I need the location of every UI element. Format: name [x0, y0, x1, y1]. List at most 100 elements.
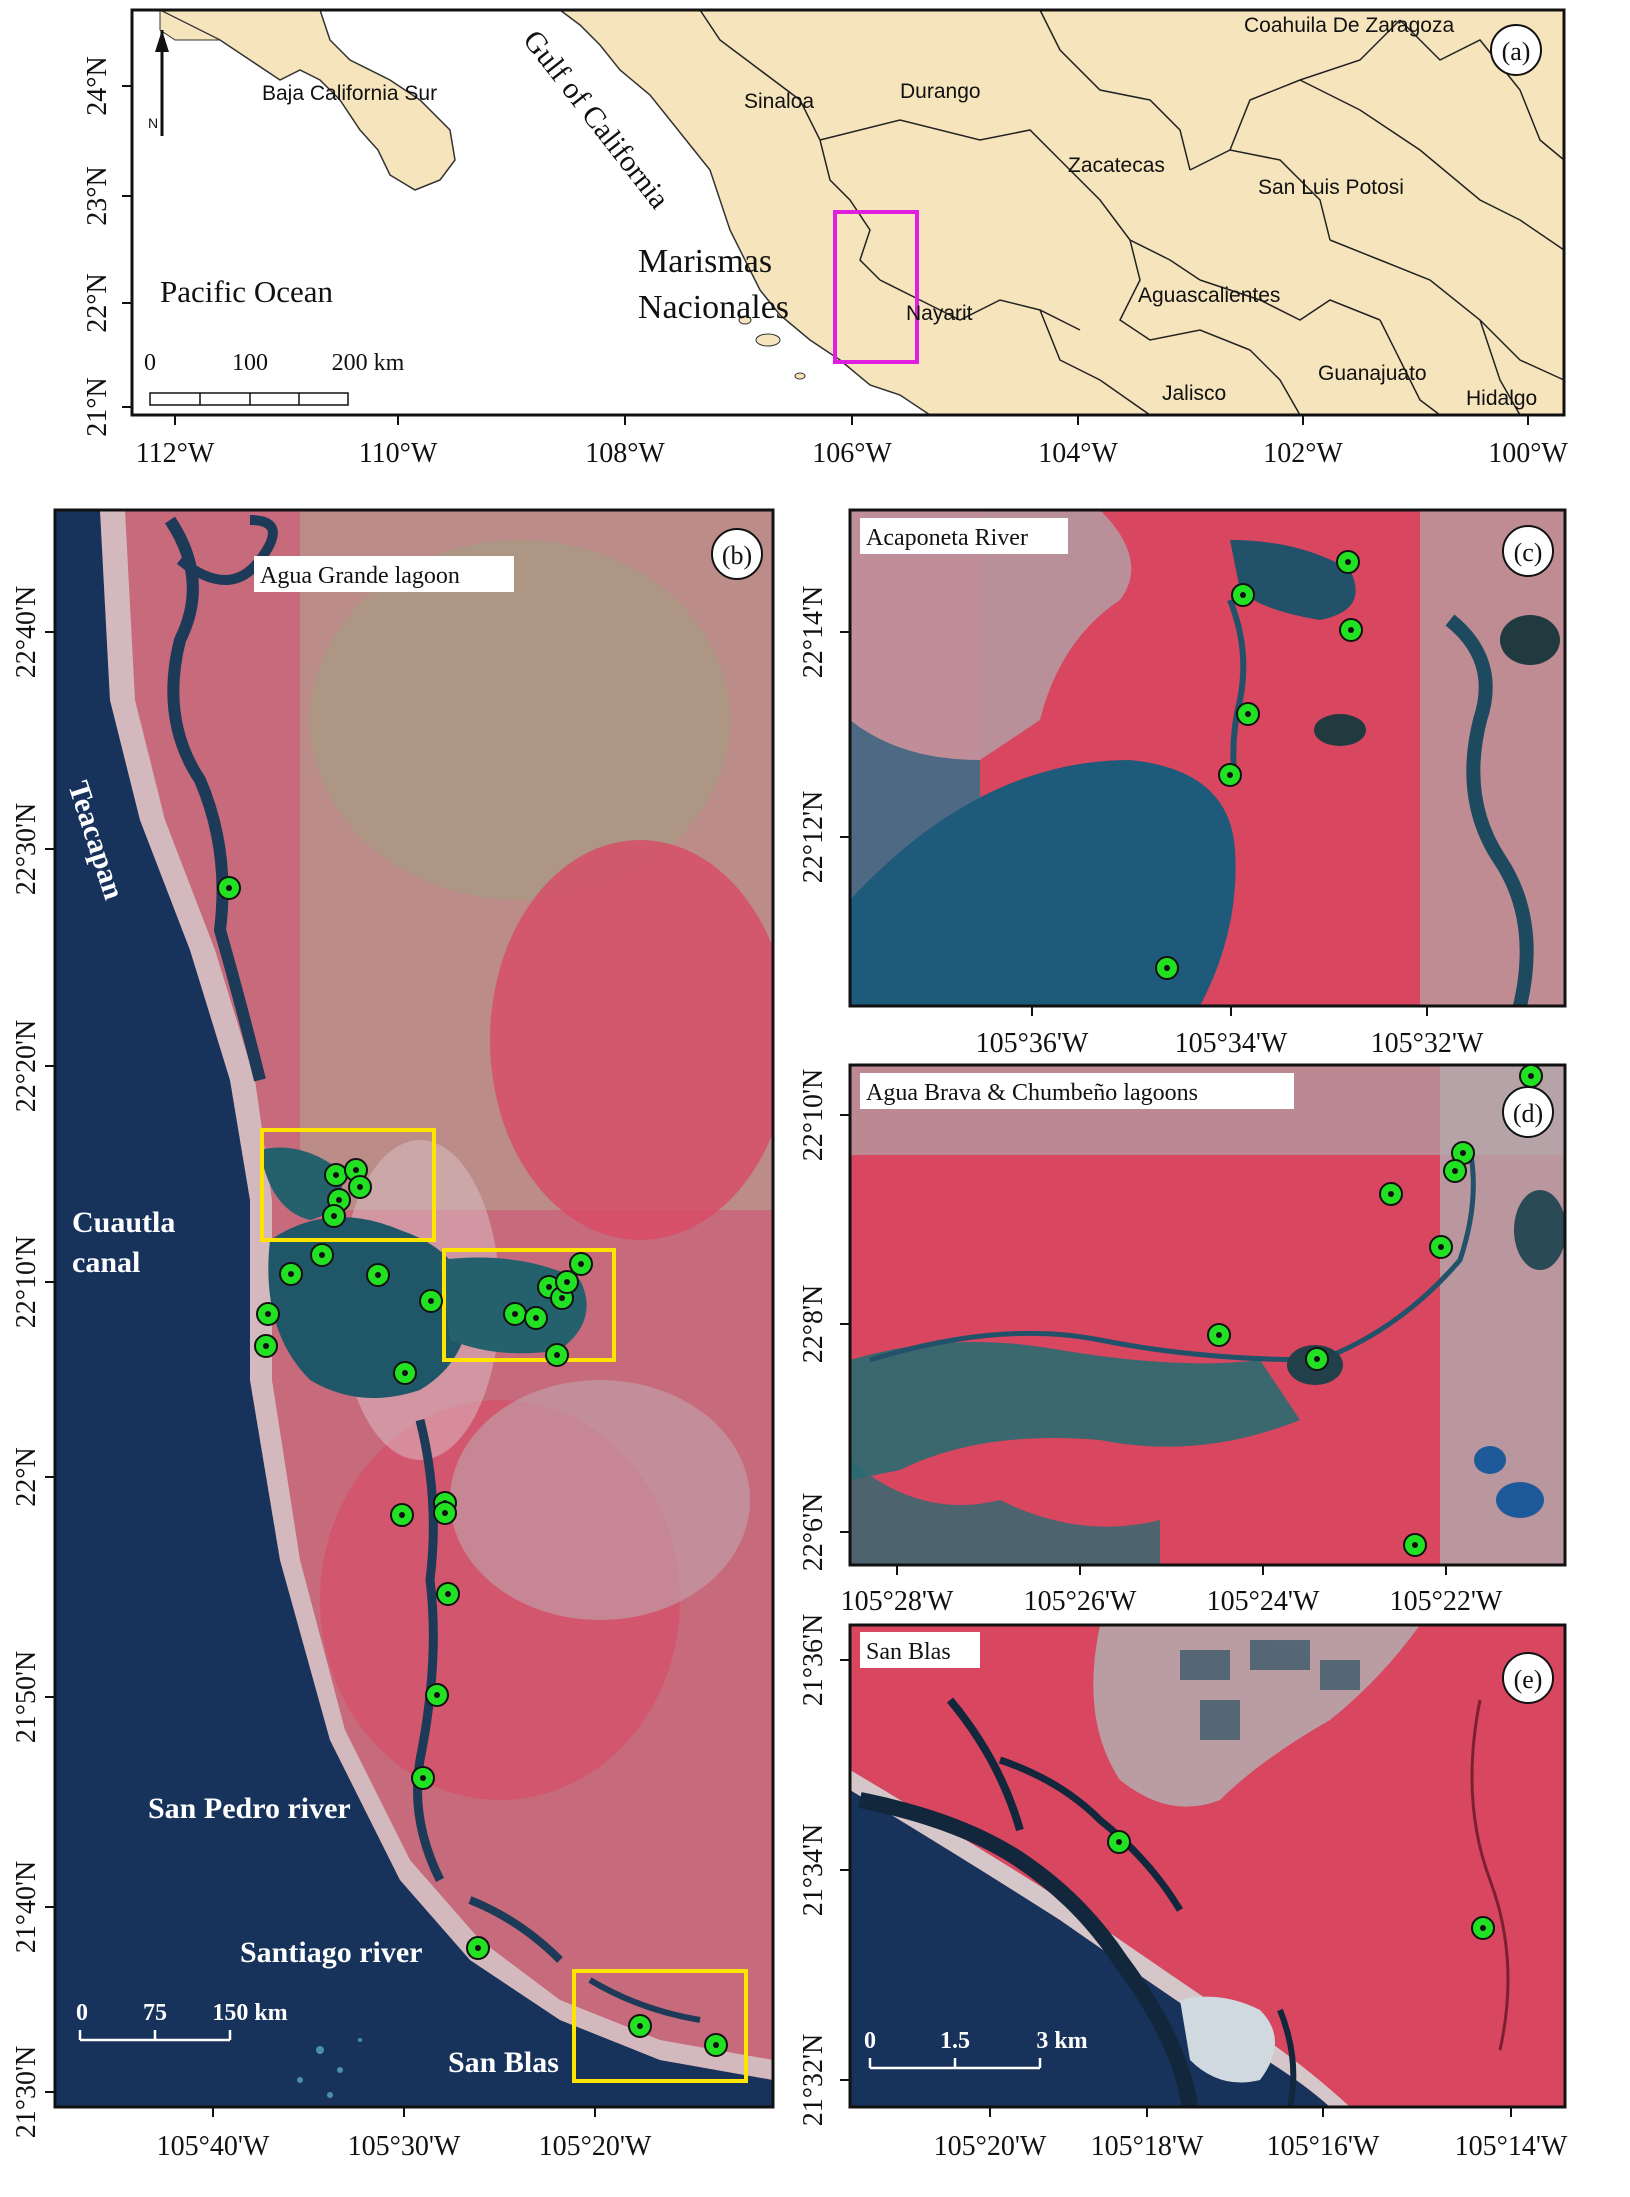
site-marker	[419, 1289, 443, 1313]
site-marker	[466, 1936, 490, 1960]
label-coahuila: Coahuila De Zaragoza	[1244, 14, 1454, 37]
site-marker	[217, 876, 241, 900]
e-lon-2: 105°16'W	[1267, 2131, 1380, 2162]
scale-a-200: 200 km	[332, 350, 405, 376]
site-marker	[704, 2033, 728, 2057]
e-lon-1: 105°18'W	[1091, 2131, 1204, 2162]
site-marker	[1236, 702, 1260, 726]
d-lon-1: 105°26'W	[1024, 1586, 1137, 1617]
panel-e-frame	[848, 1623, 1567, 2109]
b-lon-0: 105°40'W	[157, 2131, 270, 2162]
label-zacatecas: Zacatecas	[1068, 154, 1165, 177]
c-lon-1: 105°34'W	[1175, 1028, 1288, 1059]
scale-a-100: 100	[232, 350, 268, 376]
panel-b-sample-sites	[217, 876, 728, 2057]
scale-e-1-5: 1.5	[940, 2028, 970, 2054]
site-marker	[348, 1175, 372, 1199]
site-marker	[1379, 1182, 1403, 1206]
north-label: N	[148, 115, 158, 131]
label-marismas: Marismas	[638, 243, 772, 280]
site-marker	[390, 1503, 414, 1527]
label-slp: San Luis Potosi	[1258, 176, 1404, 199]
scale-b-75: 75	[143, 2000, 167, 2026]
a-lat-3: 21°N	[82, 377, 113, 436]
site-marker	[1218, 763, 1242, 787]
c-lon-2: 105°32'W	[1371, 1028, 1484, 1059]
panel-a-overview-map: N Baja California Sur Sinaloa Durango Co…	[82, 8, 1568, 469]
panel-c-acaponeta: Acaponeta River (c) 105°36'W 105°34'W 10…	[798, 508, 1567, 1059]
b-lat-4: 22°N	[11, 1447, 42, 1506]
site-marker	[366, 1263, 390, 1287]
site-marker	[1336, 550, 1360, 574]
site-marker	[256, 1302, 280, 1326]
scale-e-3: 3 km	[1036, 2028, 1087, 2054]
a-lon-1: 110°W	[359, 438, 438, 469]
baja-peninsula	[159, 9, 456, 191]
b-lon-2: 105°20'W	[539, 2131, 652, 2162]
d-lat-1: 22°8'N	[798, 1285, 829, 1363]
a-lon-5: 102°W	[1263, 438, 1343, 469]
site-marker	[1339, 618, 1363, 642]
agua-brava-lagoon-d	[850, 1342, 1300, 1480]
pacific-ocean-b	[55, 510, 773, 2107]
site-marker	[1107, 1830, 1131, 1854]
site-marker	[1403, 1533, 1427, 1557]
site-marker	[1231, 583, 1255, 607]
site-marker	[555, 1270, 579, 1294]
e-lon-0: 105°20'W	[934, 2131, 1047, 2162]
scale-b-150: 150 km	[212, 2000, 287, 2026]
panel-a-letter: (a)	[1502, 37, 1531, 66]
box-c-acaponeta	[260, 1128, 436, 1242]
panel-e-san-blas: San Blas (e) 0 1.5 3 km 105°20'W 105°18'…	[798, 1614, 1568, 2162]
b-lon-1: 105°30'W	[348, 2131, 461, 2162]
scale-e-0: 0	[864, 2028, 876, 2054]
label-hidalgo: Hidalgo	[1466, 387, 1537, 410]
panel-d-frame	[848, 1063, 1567, 1567]
panel-d-agua-brava: Agua Brava & Chumbeño lagoons (d) 105°28…	[798, 1063, 1567, 1617]
scale-a-0: 0	[144, 350, 156, 376]
site-marker	[393, 1361, 417, 1385]
site-marker	[1471, 1916, 1495, 1940]
label-pacific: Pacific Ocean	[160, 274, 333, 309]
label-baja: Baja California Sur	[262, 82, 437, 105]
c-lon-0: 105°36'W	[976, 1028, 1089, 1059]
b-lat-3: 22°10'N	[11, 1236, 42, 1328]
b-lat-5: 21°50'N	[11, 1651, 42, 1743]
d-lon-2: 105°24'W	[1207, 1586, 1320, 1617]
site-marker	[254, 1334, 278, 1358]
box-d-agua-brava	[442, 1248, 616, 1362]
site-marker	[569, 1252, 593, 1276]
a-lat-0: 24°N	[82, 56, 113, 115]
label-jalisco: Jalisco	[1162, 382, 1226, 405]
d-lat-0: 22°10'N	[798, 1069, 829, 1161]
panel-b-letter: (b)	[722, 541, 752, 570]
north-arrow: N	[148, 30, 169, 136]
d-lon-3: 105°22'W	[1390, 1586, 1503, 1617]
panel-e-title: San Blas	[866, 1639, 951, 1665]
site-marker	[524, 1306, 548, 1330]
label-canal: canal	[72, 1246, 140, 1279]
site-marker	[310, 1243, 334, 1267]
panel-e-letter: (e)	[1514, 1665, 1543, 1694]
scale-b-0: 0	[76, 2000, 88, 2026]
site-marker	[1207, 1323, 1231, 1347]
label-cuautla: Cuautla	[72, 1206, 175, 1239]
site-marker	[503, 1302, 527, 1326]
site-marker	[1519, 1064, 1543, 1088]
panel-c-letter: (c)	[1514, 538, 1543, 567]
b-lat-0: 22°40'N	[11, 586, 42, 678]
study-area-box	[833, 210, 919, 364]
panel-c-sample-sites	[1155, 550, 1363, 980]
e-lat-0: 21°36'N	[798, 1614, 829, 1706]
panel-b-title: Agua Grande lagoon	[260, 563, 460, 589]
a-lon-2: 108°W	[585, 438, 665, 469]
d-lat-2: 22°6'N	[798, 1493, 829, 1571]
e-lon-3: 105°14'W	[1455, 2131, 1568, 2162]
site-marker	[1429, 1235, 1453, 1259]
label-sinaloa: Sinaloa	[744, 90, 814, 113]
site-marker	[324, 1163, 348, 1187]
panel-d-letter: (d)	[1513, 1099, 1543, 1128]
e-lat-2: 21°32'N	[798, 2034, 829, 2126]
a-lon-0: 112°W	[136, 438, 215, 469]
a-lon-6: 100°W	[1488, 438, 1568, 469]
